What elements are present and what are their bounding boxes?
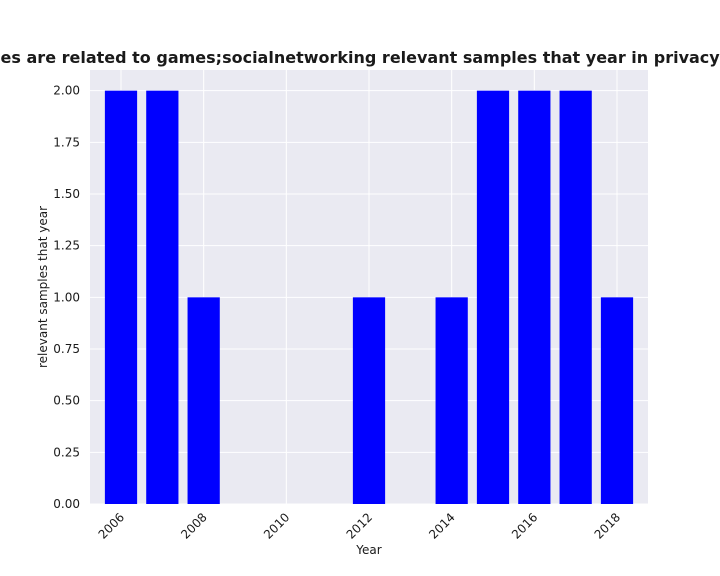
x-tick-label: 2014 bbox=[426, 510, 457, 541]
x-tick-label: 2012 bbox=[344, 510, 375, 541]
x-tick-label: 2008 bbox=[178, 510, 209, 541]
y-axis-label: relevant samples that year bbox=[36, 206, 50, 368]
y-axis-ticks: 0.00 0.25 0.50 0.75 1.00 1.25 1.50 1.75 2.00 bbox=[53, 84, 80, 511]
y-tick-label: 0.75 bbox=[53, 342, 80, 356]
x-axis-label: Year bbox=[355, 543, 381, 557]
bar-2018 bbox=[600, 297, 634, 504]
bars bbox=[104, 90, 634, 505]
bar-2007 bbox=[146, 90, 179, 505]
x-axis-ticks: 2006 2008 2010 2012 2014 2016 2018 bbox=[96, 510, 623, 541]
x-tick-label: 2006 bbox=[96, 510, 127, 541]
x-tick-label: 2010 bbox=[261, 510, 292, 541]
bar-2012 bbox=[352, 297, 386, 504]
x-tick-label: 2018 bbox=[592, 510, 623, 541]
y-tick-label: 0.50 bbox=[53, 394, 80, 408]
bar-2015 bbox=[476, 90, 510, 505]
bar-2016 bbox=[518, 90, 551, 505]
chart-title: categories are related to games;socialne… bbox=[0, 48, 720, 67]
x-tick-label: 2016 bbox=[509, 510, 540, 541]
y-tick-label: 1.50 bbox=[53, 187, 80, 201]
bar-2006 bbox=[104, 90, 138, 505]
y-tick-label: 0.25 bbox=[53, 445, 80, 459]
y-tick-label: 1.00 bbox=[53, 290, 80, 304]
y-tick-label: 0.00 bbox=[53, 497, 80, 511]
bar-2008 bbox=[187, 297, 220, 504]
y-tick-label: 1.75 bbox=[53, 135, 80, 149]
bar-2014 bbox=[435, 297, 468, 504]
y-tick-label: 1.25 bbox=[53, 239, 80, 253]
bar-2017 bbox=[559, 90, 592, 505]
y-tick-label: 2.00 bbox=[53, 84, 80, 98]
